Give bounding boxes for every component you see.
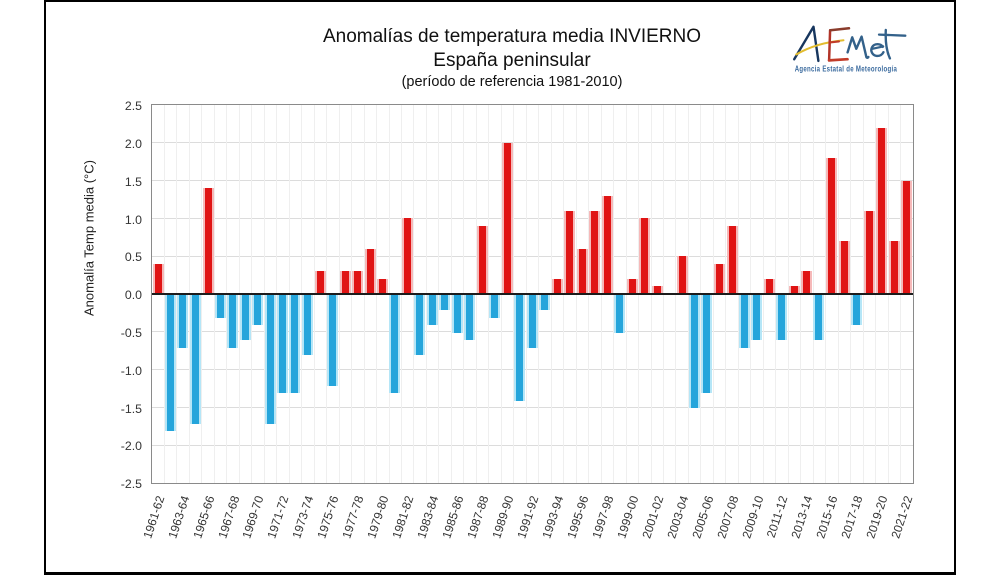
svg-text:Agencia Estatal de Meteorologí: Agencia Estatal de Meteorología <box>795 66 897 74</box>
